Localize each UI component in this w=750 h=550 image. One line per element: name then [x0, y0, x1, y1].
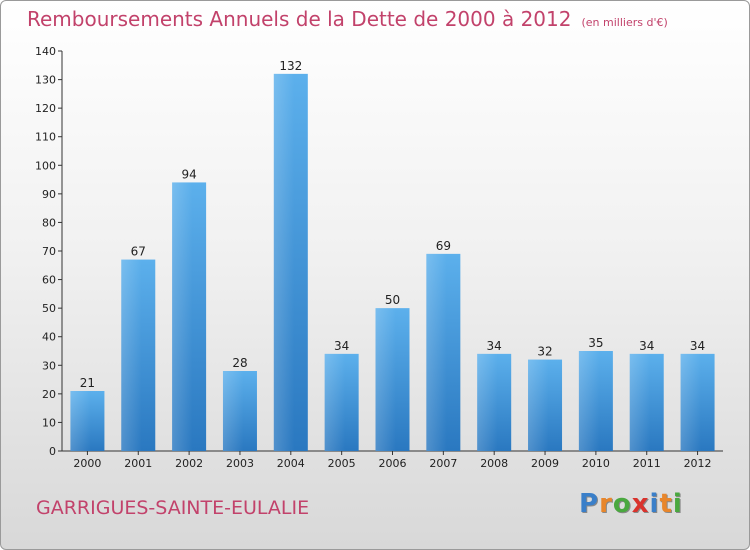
y-tick-label: 90: [42, 188, 56, 201]
bar-highlight: [477, 353, 512, 451]
x-tick-label: 2002: [175, 457, 203, 470]
bar-highlight: [222, 371, 257, 451]
logo-letter: o: [612, 489, 632, 519]
bars: [70, 73, 715, 451]
bar-highlight: [680, 353, 715, 451]
data-label: 132: [279, 59, 302, 73]
chart-subtitle: (en milliers d'€): [581, 16, 668, 29]
logo-letter: P: [579, 489, 600, 519]
bar-highlight: [121, 259, 156, 451]
x-tick-label: 2005: [328, 457, 356, 470]
data-label: 32: [537, 345, 552, 359]
bar-highlight: [375, 308, 410, 451]
data-labels: 21 67 94 28 132 34 50 69 34 32 35 34 34: [80, 59, 705, 390]
y-tick-label: 20: [42, 388, 56, 401]
bar-highlight: [324, 353, 359, 451]
logo-letter: t: [659, 489, 673, 519]
data-label: 34: [487, 339, 502, 353]
data-label: 34: [639, 339, 654, 353]
y-tick-label: 40: [42, 331, 56, 344]
data-label: 35: [588, 336, 603, 350]
y-tick-label: 0: [49, 445, 56, 458]
x-tick-label: 2012: [684, 457, 712, 470]
y-tick-label: 60: [42, 274, 56, 287]
logo-letter: i: [672, 489, 683, 519]
data-label: 28: [232, 356, 247, 370]
data-label: 34: [690, 339, 705, 353]
logo-letter: i: [649, 489, 660, 519]
x-tick-label: 2007: [429, 457, 457, 470]
data-label: 34: [334, 339, 349, 353]
chart-title: Remboursements Annuels de la Dette de 20…: [27, 7, 668, 31]
x-tick-label: 2006: [379, 457, 407, 470]
bar-highlight: [528, 359, 563, 451]
data-label: 50: [385, 293, 400, 307]
city-name: GARRIGUES-SAINTE-EULALIE: [36, 497, 310, 519]
bar-highlight: [578, 351, 613, 451]
bar-highlight: [172, 182, 207, 451]
title-text: Remboursements Annuels de la Dette de 20…: [27, 7, 572, 31]
y-tick-label: 130: [35, 74, 56, 87]
y-tick-label: 80: [42, 216, 56, 229]
bar-highlight: [629, 353, 664, 451]
y-tick-label: 120: [35, 102, 56, 115]
x-tick-label: 2000: [73, 457, 101, 470]
x-tick-label: 2003: [226, 457, 254, 470]
x-tick-label: 2009: [531, 457, 559, 470]
bar-highlight: [70, 391, 105, 451]
y-tick-label: 50: [42, 302, 56, 315]
data-label: 69: [436, 239, 451, 253]
data-label: 21: [80, 376, 95, 390]
x-tick-label: 2010: [582, 457, 610, 470]
axes: 0 10 20 30 40 50 60 70 80 90 100 110 120 130 140 2000 20…: [35, 45, 723, 470]
y-tick-label: 110: [35, 131, 56, 144]
bar-highlight: [426, 253, 461, 451]
proxiti-logo: Proxiti: [579, 489, 683, 519]
bar-highlight: [273, 73, 308, 451]
x-tick-label: 2001: [124, 457, 152, 470]
data-label: 67: [131, 245, 146, 259]
x-tick-label: 2004: [277, 457, 305, 470]
x-tick-label: 2008: [480, 457, 508, 470]
x-tick-label: 2011: [633, 457, 661, 470]
y-tick-label: 10: [42, 416, 56, 429]
y-tick-label: 100: [35, 159, 56, 172]
data-label: 94: [181, 167, 196, 181]
y-tick-label: 70: [42, 245, 56, 258]
logo-letter: r: [599, 489, 613, 519]
y-tick-label: 140: [35, 45, 56, 58]
logo-letter: x: [631, 489, 650, 519]
y-tick-label: 30: [42, 359, 56, 372]
